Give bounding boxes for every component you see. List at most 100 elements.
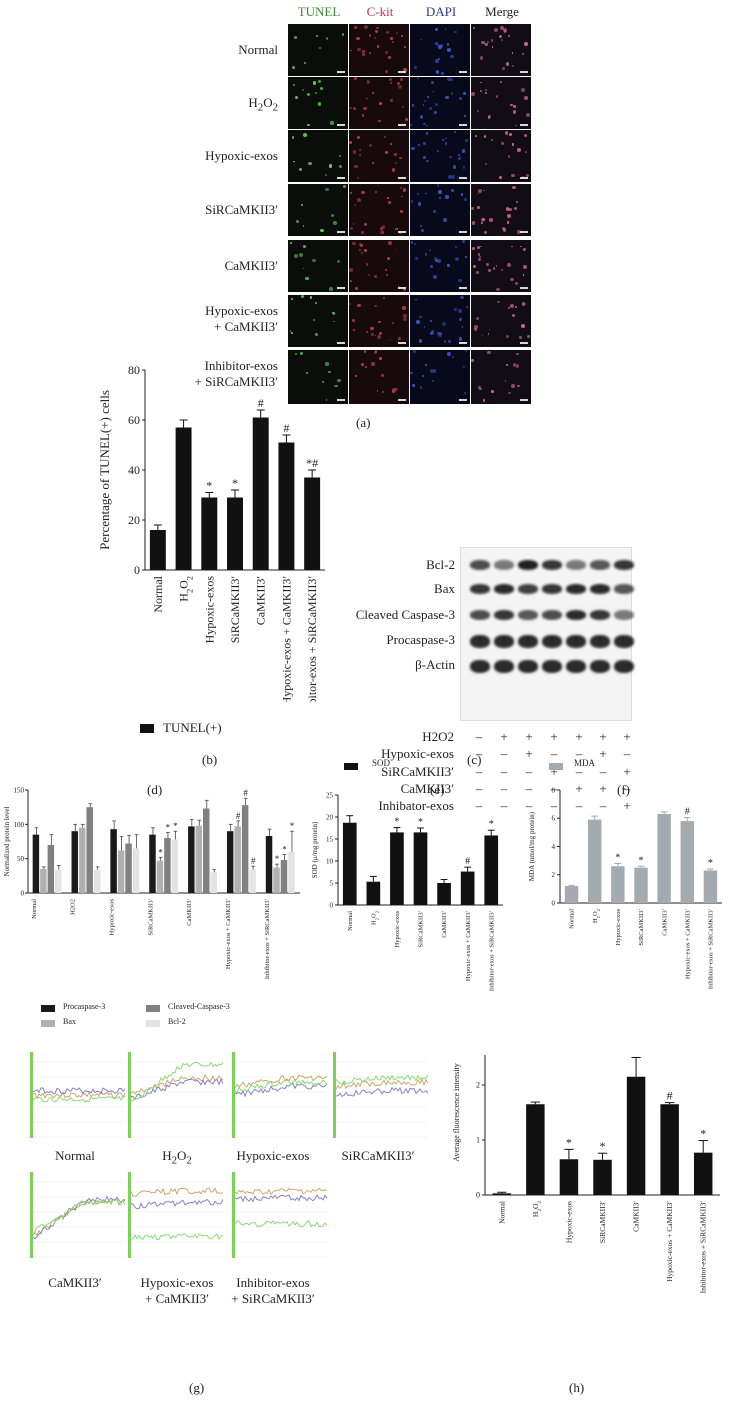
cell-spot bbox=[307, 123, 310, 127]
bar bbox=[366, 881, 381, 905]
significance-mark: * bbox=[566, 1135, 572, 1149]
cell-spot bbox=[417, 77, 420, 80]
row-label: Hypoxic-exos bbox=[205, 148, 278, 163]
micrograph-tile bbox=[410, 350, 470, 404]
significance-mark: # bbox=[243, 788, 248, 798]
cell-spot bbox=[318, 79, 322, 83]
cell-spot bbox=[410, 123, 413, 127]
cell-spot bbox=[429, 265, 434, 269]
blot-band bbox=[614, 584, 634, 594]
cell-spot bbox=[325, 174, 328, 177]
cell-spot bbox=[426, 95, 429, 98]
cell-spot bbox=[507, 35, 510, 38]
cell-spot bbox=[305, 371, 309, 375]
cell-spot bbox=[458, 157, 461, 160]
cell-spot bbox=[358, 249, 361, 252]
significance-mark: # bbox=[236, 811, 241, 821]
bar bbox=[188, 826, 195, 893]
cell-spot bbox=[357, 303, 361, 308]
panel-h-chart: 0123Average fluorescence intensityNormal… bbox=[452, 1055, 720, 1293]
cell-spot bbox=[501, 226, 506, 231]
micrograph-tile bbox=[471, 184, 531, 236]
cell-spot bbox=[424, 253, 428, 256]
cell-spot bbox=[526, 334, 530, 338]
scale-bar bbox=[520, 177, 528, 179]
cell-spot bbox=[523, 134, 527, 138]
condition-sign: – bbox=[500, 781, 508, 796]
cell-spot bbox=[357, 198, 362, 203]
condition-sign: – bbox=[575, 764, 583, 779]
cell-spot bbox=[386, 257, 390, 261]
scale-bar bbox=[337, 399, 345, 401]
cell-spot bbox=[434, 103, 438, 107]
scale-bar bbox=[520, 124, 528, 126]
blot-band bbox=[494, 660, 514, 673]
cell-spot bbox=[480, 245, 482, 248]
y-tick-label: 8 bbox=[552, 786, 556, 794]
cell-spot bbox=[395, 388, 399, 392]
legend-swatch bbox=[146, 1005, 160, 1012]
cell-spot bbox=[430, 368, 434, 373]
cell-spot bbox=[511, 313, 515, 317]
category-label: Hypoxic-exos + CaMKII3′ bbox=[225, 898, 232, 969]
cell-spot bbox=[426, 159, 429, 162]
category-label: Hypoxic-exos bbox=[394, 911, 401, 948]
cell-spot bbox=[357, 176, 360, 179]
cell-spot bbox=[485, 88, 488, 92]
cell-spot bbox=[463, 91, 467, 95]
condition-sign: – bbox=[525, 798, 533, 813]
cell-spot bbox=[392, 388, 396, 392]
cell-spot bbox=[507, 306, 510, 309]
cell-spot bbox=[480, 40, 485, 45]
bar bbox=[156, 860, 164, 893]
cell-spot bbox=[435, 259, 438, 262]
cell-spot bbox=[428, 249, 431, 252]
cell-spot bbox=[419, 339, 423, 343]
cell-spot bbox=[365, 331, 368, 333]
condition-sign: – bbox=[500, 764, 508, 779]
cell-spot bbox=[459, 296, 463, 299]
bar bbox=[47, 844, 55, 893]
micrograph-tile bbox=[288, 350, 348, 404]
cell-spot bbox=[486, 40, 490, 44]
cell-spot bbox=[365, 366, 368, 368]
cell-spot bbox=[371, 361, 376, 366]
bar bbox=[171, 839, 179, 893]
micrograph-tile bbox=[288, 240, 348, 292]
bar bbox=[125, 843, 132, 893]
scale-bar bbox=[459, 399, 467, 401]
bar bbox=[278, 442, 295, 570]
scale-bar bbox=[459, 342, 467, 344]
y-tick-label: 4 bbox=[552, 843, 556, 851]
fluorescence-trace bbox=[235, 1083, 327, 1098]
condition-sign: + bbox=[623, 798, 631, 813]
cell-spot bbox=[336, 378, 341, 383]
condition-sign: – bbox=[550, 798, 558, 813]
cell-spot bbox=[413, 242, 416, 246]
cell-spot bbox=[484, 91, 488, 95]
cell-spot bbox=[461, 149, 466, 153]
bar bbox=[703, 870, 718, 903]
caption-f: (f) bbox=[617, 782, 630, 797]
cell-spot bbox=[450, 92, 454, 95]
cell-spot bbox=[465, 305, 469, 309]
blot-band bbox=[614, 635, 634, 648]
significance-mark: * bbox=[700, 1127, 706, 1141]
cell-spot bbox=[300, 204, 303, 207]
cell-spot bbox=[460, 193, 463, 196]
category-label: Hypoxic-exos + CaMKII3′ bbox=[665, 1201, 674, 1282]
cell-spot bbox=[377, 184, 380, 187]
significance-mark: * bbox=[282, 845, 287, 855]
cell-spot bbox=[461, 296, 465, 300]
cell-spot bbox=[429, 107, 433, 111]
bar bbox=[526, 1104, 545, 1195]
cell-spot bbox=[305, 276, 309, 281]
cell-spot bbox=[294, 35, 298, 39]
micrograph-tile bbox=[410, 184, 470, 236]
cell-spot bbox=[382, 390, 385, 393]
bar bbox=[280, 860, 288, 893]
cell-spot bbox=[361, 114, 365, 117]
cell-spot bbox=[402, 105, 405, 108]
bar bbox=[78, 827, 86, 893]
band-label: Bcl-2 bbox=[426, 557, 455, 572]
